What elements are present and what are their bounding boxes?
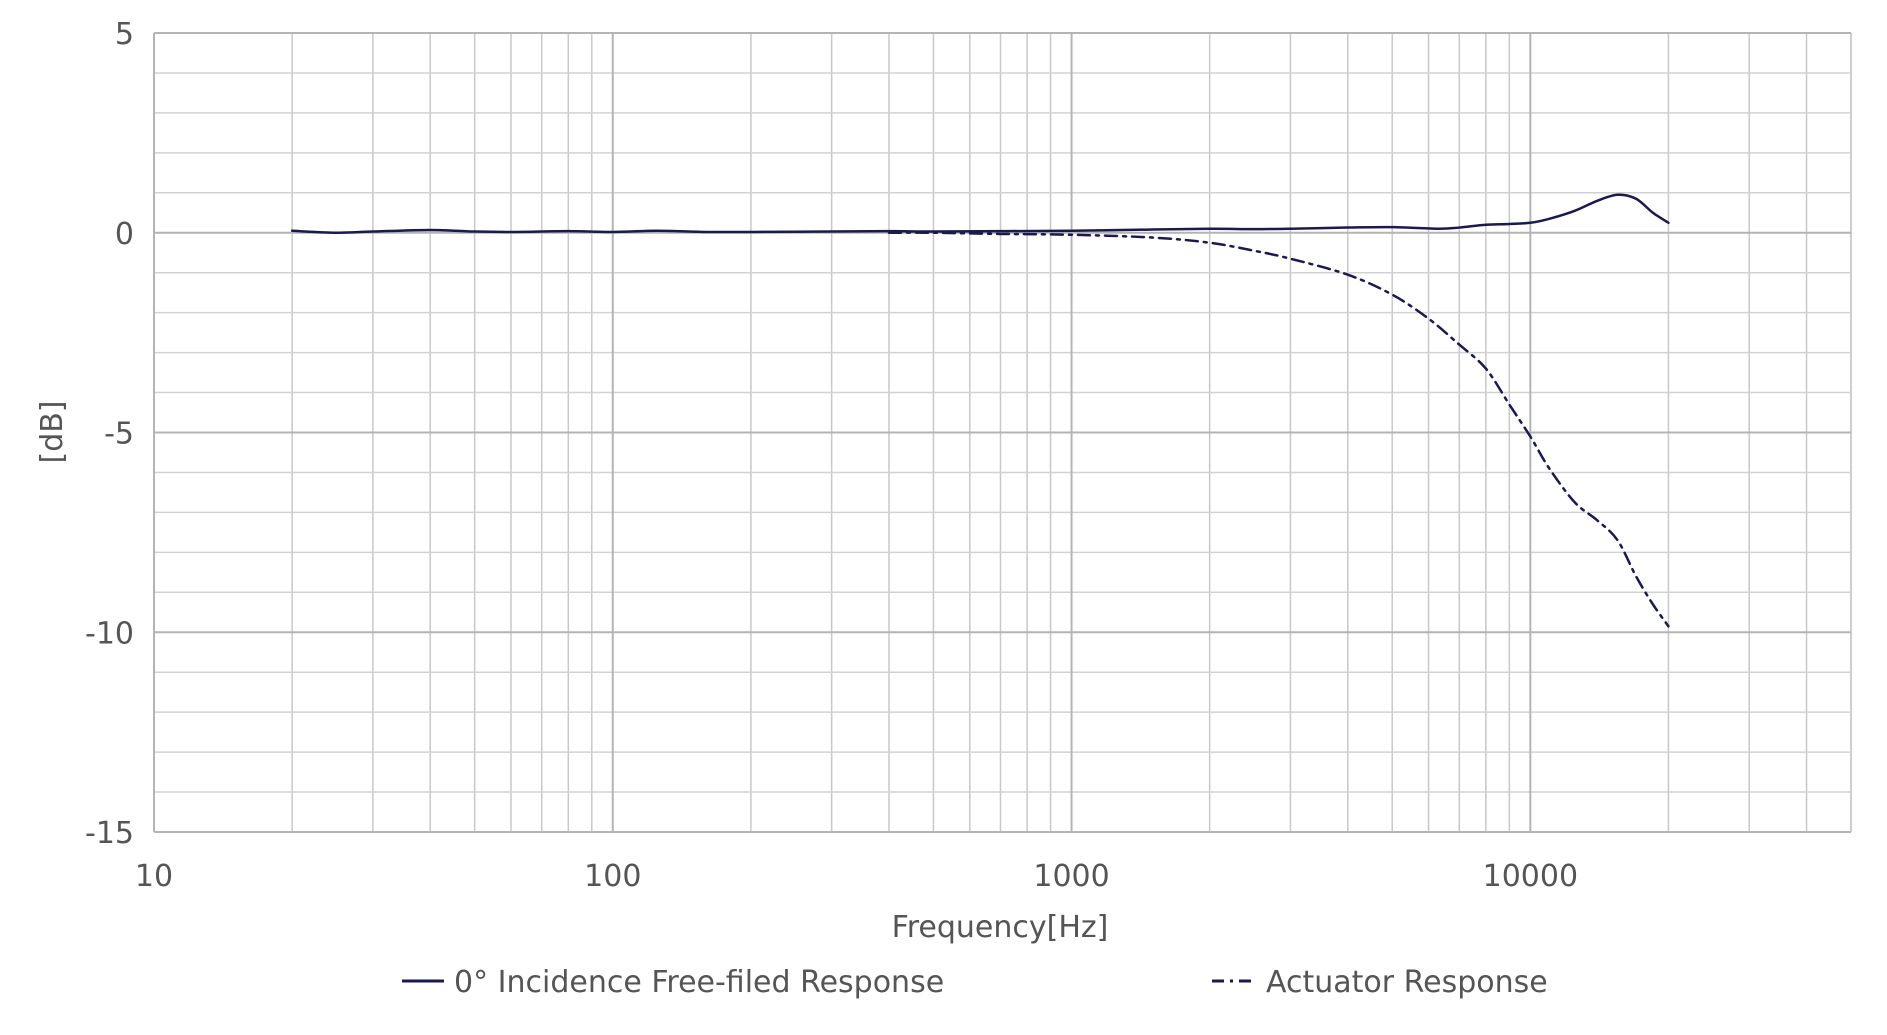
y-tick-labels: 5 0 -5 -10 -15 [85,17,134,851]
y-tick-label: -15 [85,816,134,851]
y-tick-label: 5 [115,17,134,52]
legend-label-actuator: Actuator Response [1266,965,1548,1000]
x-tick-label: 10000 [1483,859,1578,894]
series-line-free-field-response [290,193,1670,235]
x-axis-title: Frequency[Hz] [892,910,1109,945]
legend-item-actuator: Actuator Response [1212,965,1548,1000]
series-line-actuator-response [887,231,1670,628]
x-tick-label: 10 [135,859,173,894]
legend-item-free-field: 0° Incidence Free-filed Response [402,965,944,1000]
y-tick-label: 0 [115,217,134,252]
legend-label-free-field: 0° Incidence Free-filed Response [454,965,944,1000]
x-tick-label: 1000 [1033,859,1109,894]
x-tick-label: 100 [584,859,641,894]
y-tick-label: -10 [85,616,134,651]
y-tick-label: -5 [104,417,134,452]
y-axis-title: [dB] [35,400,70,463]
x-tick-labels: 10 100 1000 10000 [135,859,1578,894]
major-gridlines [153,32,1851,833]
legend: 0° Incidence Free-filed Response Actuato… [402,965,1548,1000]
series-layer [290,193,1670,628]
